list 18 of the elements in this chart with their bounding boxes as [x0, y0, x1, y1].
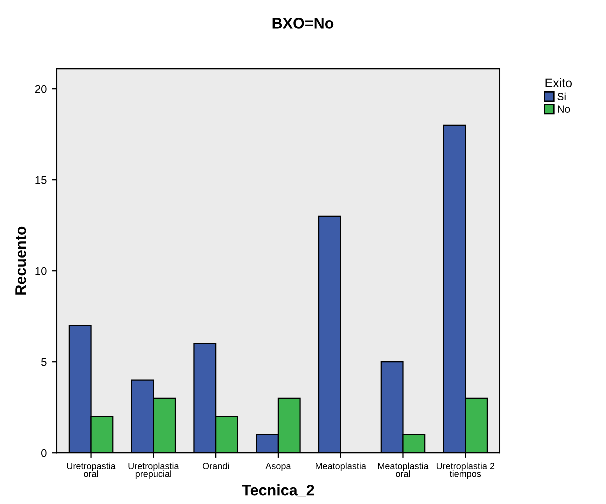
x-tick-label: Asopa [266, 463, 292, 472]
x-tick-label: Uretroplastia prepucial [128, 462, 180, 479]
x-tick-label: Uretropastia oral [67, 462, 116, 478]
y-tick-label: 0 [41, 449, 47, 458]
x-tick-label: Orandi [202, 462, 230, 470]
legend-title: Exito [546, 78, 572, 88]
x-tick-label: Meatoplastia [316, 462, 366, 472]
x-tick-label: Meatoplastia oral [378, 462, 429, 478]
chart-title: BXO=No [272, 18, 334, 29]
y-axis-title: Recuento [16, 226, 26, 295]
y-tick-label: 10 [36, 267, 47, 276]
y-tick-label: 15 [36, 176, 47, 184]
legend-label: No [558, 106, 570, 113]
x-axis-title: Tecnica_2 [242, 484, 314, 498]
y-tick-label: 5 [42, 358, 47, 366]
legend-label: Si [558, 92, 566, 100]
x-tick-label: Uretroplastia 2 tiempos [436, 462, 495, 479]
y-tick-label: 20 [35, 85, 47, 94]
